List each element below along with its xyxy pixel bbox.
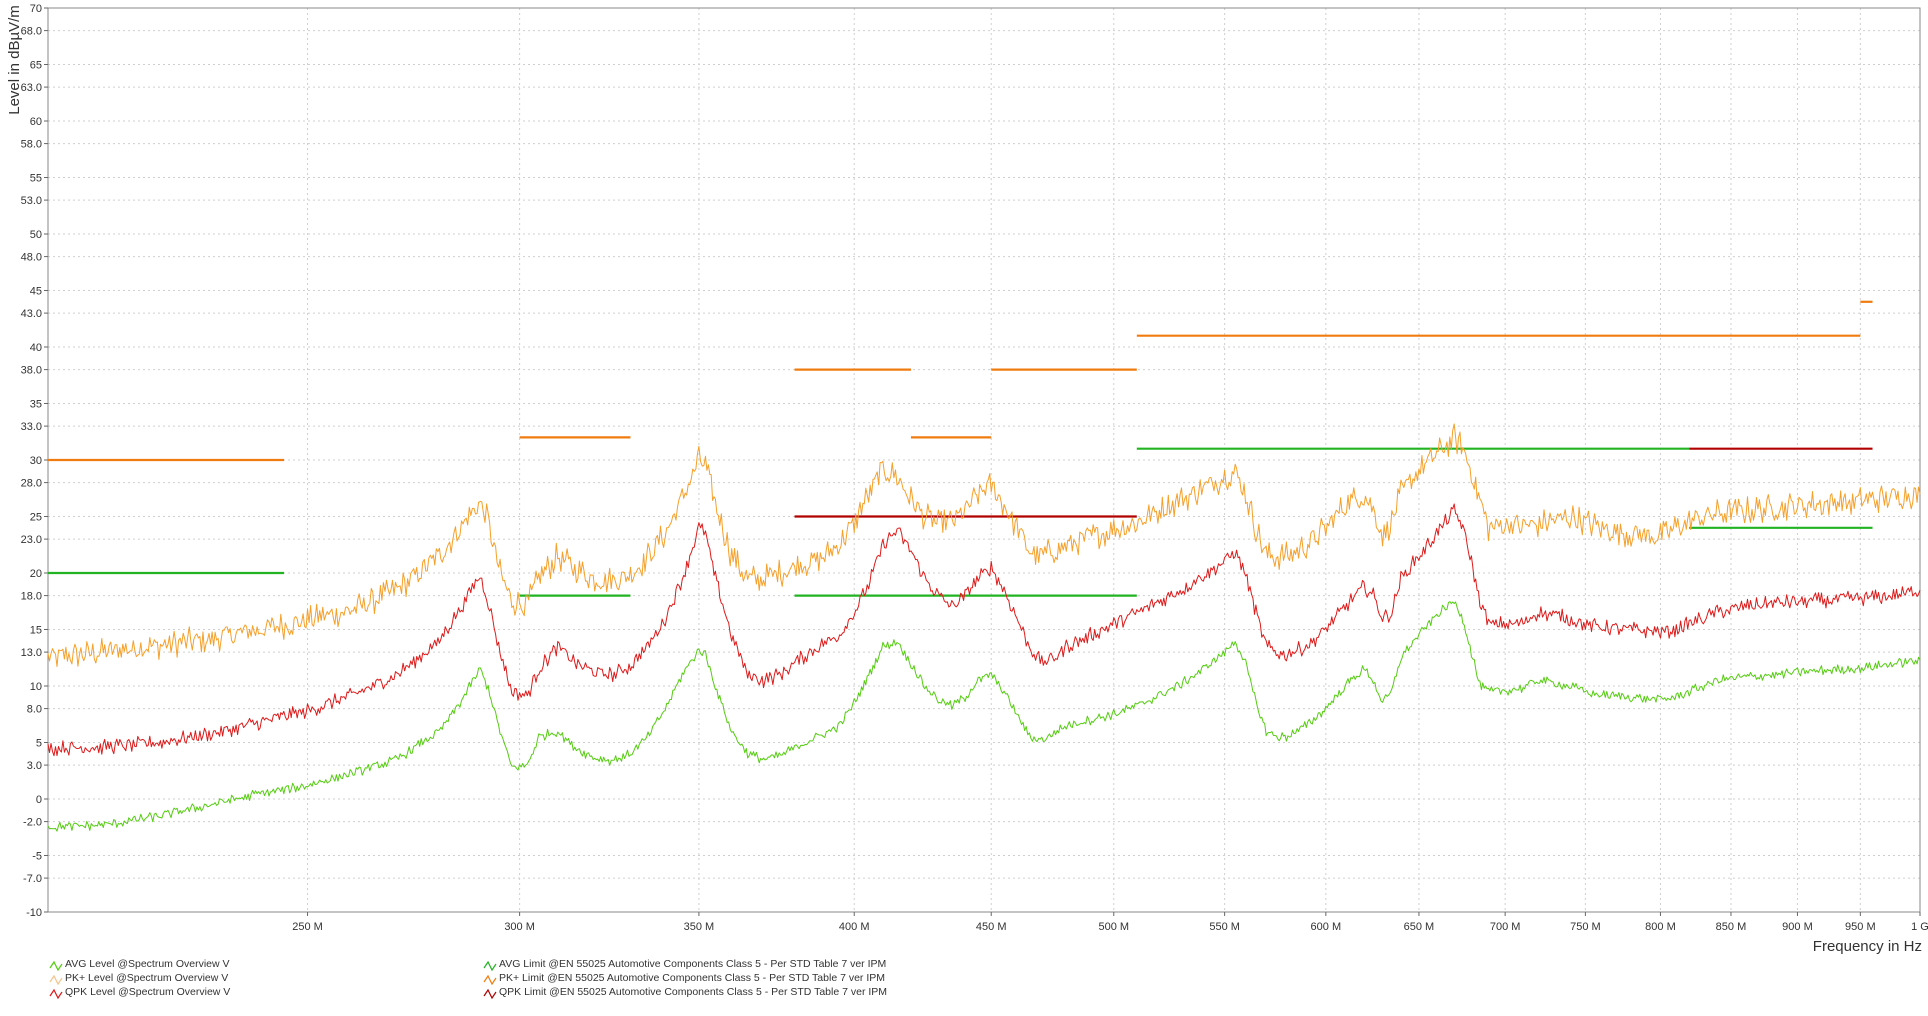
x-axis-label: Frequency in Hz — [1813, 938, 1922, 955]
y-tick-label: 68.0 — [21, 26, 42, 38]
x-axis-ticks: 250 M 300 M 350 M 400 M 450 M 500 M 550 M 600 M… — [292, 912, 1928, 933]
legend-swatch-icon — [483, 988, 497, 1000]
x-tick-label: 500 M — [1098, 921, 1129, 933]
legend: AVG Level @Spectrum Overview V PK+ Level … — [49, 958, 887, 1000]
y-tick-label: 70 — [30, 3, 42, 15]
x-tick-label: 450 M — [976, 921, 1007, 933]
y-tick-label: 50 — [30, 229, 42, 241]
y-tick-label: 20 — [30, 568, 42, 580]
y-tick-label: 33.0 — [21, 421, 42, 433]
y-tick-label: 5 — [36, 738, 42, 750]
y-axis-ticks: 7068.06563.06058.05553.05048.04543.04038… — [21, 3, 48, 919]
legend-swatch-icon — [483, 960, 497, 972]
y-tick-label: -2.0 — [23, 817, 42, 829]
y-tick-label: 48.0 — [21, 252, 42, 264]
y-tick-label: 65 — [30, 60, 42, 72]
y-axis-label: Level in dBµV/m — [6, 5, 23, 115]
legend-entry-label: PK+ Limit @EN 55025 Automotive Component… — [499, 972, 885, 984]
legend-swatch-icon — [49, 988, 63, 1000]
y-tick-label: 18.0 — [21, 591, 42, 603]
x-tick-label: 850 M — [1716, 921, 1747, 933]
y-tick-label: 58.0 — [21, 139, 42, 151]
x-tick-label: 300 M — [504, 921, 535, 933]
y-tick-label: 55 — [30, 173, 42, 185]
legend-swatch-icon — [483, 974, 497, 986]
y-tick-label: -5 — [32, 851, 42, 863]
legend-swatch-icon — [49, 960, 63, 972]
x-tick-label: 1 G — [1911, 921, 1928, 933]
y-tick-label: 38.0 — [21, 365, 42, 377]
y-tick-label: 30 — [30, 455, 42, 467]
x-tick-label: 750 M — [1570, 921, 1601, 933]
y-tick-label: 15 — [30, 625, 42, 637]
series-line — [47, 423, 1921, 667]
y-tick-label: 25 — [30, 512, 42, 524]
y-tick-label: 13.0 — [21, 647, 42, 659]
y-tick-label: 43.0 — [21, 308, 42, 320]
y-tick-label: 0 — [36, 794, 42, 806]
x-tick-label: 900 M — [1782, 921, 1813, 933]
y-tick-label: 10 — [30, 681, 42, 693]
y-tick-label: 45 — [30, 286, 42, 298]
x-tick-label: 250 M — [292, 921, 323, 933]
y-tick-label: -10 — [26, 907, 42, 919]
data-series — [47, 423, 1921, 832]
y-tick-label: 60 — [30, 116, 42, 128]
x-tick-label: 700 M — [1490, 921, 1521, 933]
legend-entry-label: QPK Limit @EN 55025 Automotive Component… — [499, 986, 887, 998]
x-tick-label: 650 M — [1404, 921, 1435, 933]
x-tick-label: 600 M — [1311, 921, 1342, 933]
series-line — [47, 503, 1921, 757]
y-tick-label: 53.0 — [21, 195, 42, 207]
y-tick-label: -7.0 — [23, 873, 42, 885]
series-line — [47, 601, 1921, 832]
x-tick-label: 800 M — [1645, 921, 1676, 933]
y-tick-label: 28.0 — [21, 478, 42, 490]
y-tick-label: 63.0 — [21, 82, 42, 94]
legend-entry-label: AVG Level @Spectrum Overview V — [65, 958, 230, 970]
legend-entry-label: QPK Level @Spectrum Overview V — [65, 986, 230, 998]
y-tick-label: 8.0 — [27, 704, 42, 716]
y-tick-label: 35 — [30, 399, 42, 411]
y-tick-label: 23.0 — [21, 534, 42, 546]
x-tick-label: 350 M — [684, 921, 715, 933]
legend-entry-label: PK+ Level @Spectrum Overview V — [65, 972, 228, 984]
y-tick-label: 40 — [30, 342, 42, 354]
legend-swatch-icon — [49, 974, 63, 986]
x-tick-label: 950 M — [1845, 921, 1876, 933]
x-tick-label: 550 M — [1209, 921, 1240, 933]
limit-lines — [48, 300, 1873, 597]
y-tick-label: 3.0 — [27, 760, 42, 772]
x-tick-label: 400 M — [839, 921, 870, 933]
legend-entry-label: AVG Limit @EN 55025 Automotive Component… — [499, 958, 886, 970]
